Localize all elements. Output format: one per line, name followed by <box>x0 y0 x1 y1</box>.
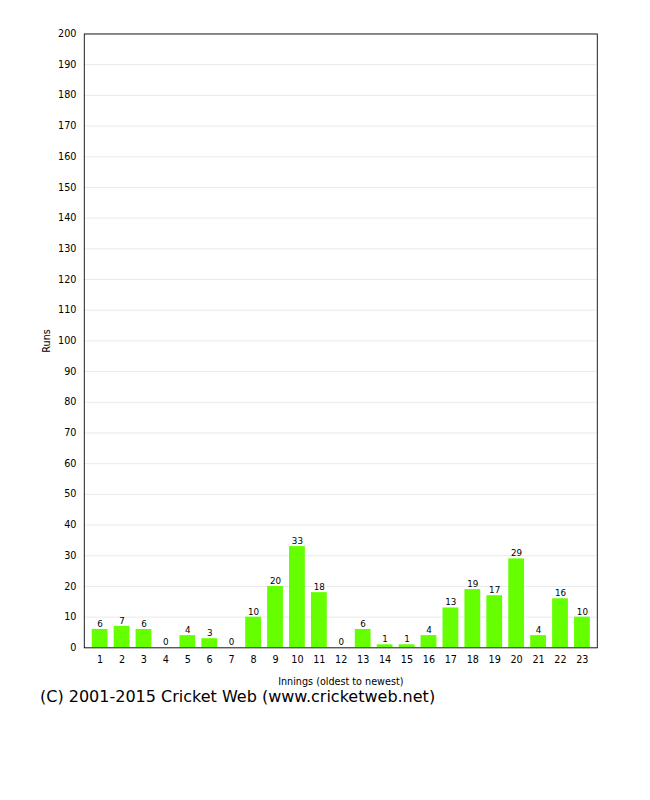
svg-text:10: 10 <box>248 607 259 617</box>
svg-text:20: 20 <box>510 654 522 665</box>
svg-text:2: 2 <box>119 654 125 665</box>
svg-text:11: 11 <box>313 654 325 665</box>
svg-text:21: 21 <box>532 654 544 665</box>
svg-text:7: 7 <box>119 616 125 626</box>
svg-text:80: 80 <box>64 396 76 407</box>
svg-text:13: 13 <box>357 654 369 665</box>
svg-text:Runs: Runs <box>41 329 52 352</box>
svg-text:12: 12 <box>335 654 347 665</box>
svg-text:0: 0 <box>70 642 76 653</box>
svg-text:5: 5 <box>185 654 191 665</box>
svg-text:19: 19 <box>467 579 478 589</box>
svg-text:160: 160 <box>58 151 76 162</box>
svg-text:6: 6 <box>360 619 366 629</box>
svg-text:10: 10 <box>64 611 76 622</box>
svg-text:22: 22 <box>554 654 566 665</box>
svg-text:50: 50 <box>64 488 76 499</box>
svg-text:18: 18 <box>467 654 479 665</box>
svg-text:20: 20 <box>64 581 76 592</box>
svg-text:4: 4 <box>536 625 542 635</box>
svg-text:16: 16 <box>423 654 435 665</box>
svg-text:110: 110 <box>58 304 76 315</box>
svg-text:170: 170 <box>58 120 76 131</box>
svg-text:0: 0 <box>338 637 344 647</box>
svg-text:15: 15 <box>401 654 413 665</box>
svg-text:140: 140 <box>58 212 76 223</box>
svg-text:7: 7 <box>229 654 235 665</box>
svg-text:29: 29 <box>511 548 522 558</box>
svg-text:180: 180 <box>58 89 76 100</box>
svg-text:0: 0 <box>229 637 235 647</box>
svg-text:30: 30 <box>64 550 76 561</box>
svg-text:4: 4 <box>185 625 191 635</box>
svg-text:1: 1 <box>382 634 388 644</box>
svg-text:19: 19 <box>489 654 501 665</box>
svg-text:17: 17 <box>445 654 457 665</box>
svg-text:18: 18 <box>314 582 325 592</box>
svg-text:70: 70 <box>64 427 76 438</box>
svg-text:60: 60 <box>64 458 76 469</box>
svg-text:6: 6 <box>97 619 103 629</box>
svg-text:17: 17 <box>489 585 500 595</box>
svg-text:130: 130 <box>58 243 76 254</box>
svg-text:40: 40 <box>64 519 76 530</box>
svg-text:10: 10 <box>577 607 588 617</box>
svg-text:9: 9 <box>272 654 278 665</box>
svg-text:23: 23 <box>576 654 588 665</box>
svg-text:Innings (oldest to newest): Innings (oldest to newest) <box>278 676 403 687</box>
html-text:(C) 2001-2015 Cricket Web (www: (C) 2001-2015 Cricket Web (www.cricketwe… <box>40 686 436 706</box>
svg-text:20: 20 <box>270 576 281 586</box>
svg-text:0: 0 <box>163 637 169 647</box>
svg-text:13: 13 <box>445 597 456 607</box>
svg-text:10: 10 <box>291 654 303 665</box>
svg-text:3: 3 <box>207 628 213 638</box>
svg-text:14: 14 <box>379 654 391 665</box>
svg-text:6: 6 <box>207 654 213 665</box>
svg-text:100: 100 <box>58 335 76 346</box>
svg-text:150: 150 <box>58 182 76 193</box>
svg-text:16: 16 <box>555 588 567 598</box>
svg-text:1: 1 <box>404 634 410 644</box>
svg-text:1: 1 <box>97 654 103 665</box>
svg-text:4: 4 <box>426 625 432 635</box>
svg-text:33: 33 <box>292 536 303 546</box>
svg-text:120: 120 <box>58 274 76 285</box>
svg-text:4: 4 <box>163 654 169 665</box>
svg-text:6: 6 <box>141 619 147 629</box>
svg-text:90: 90 <box>64 366 76 377</box>
svg-text:190: 190 <box>58 59 76 70</box>
svg-text:8: 8 <box>250 654 256 665</box>
svg-text:200: 200 <box>58 28 76 39</box>
svg-text:3: 3 <box>141 654 147 665</box>
